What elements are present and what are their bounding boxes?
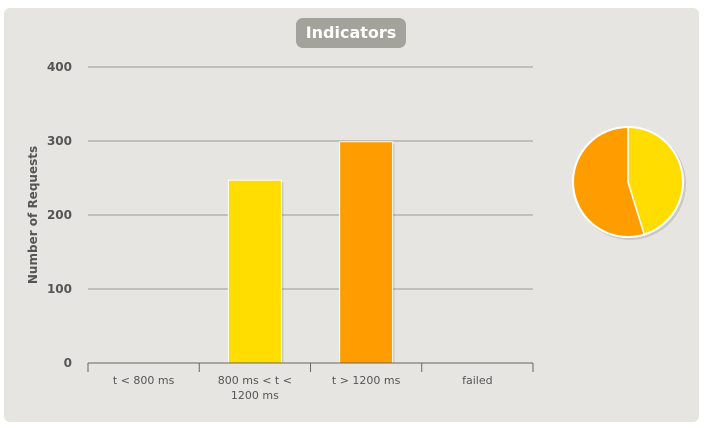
bar <box>227 179 282 364</box>
x-tick-label: 800 ms < t <1200 ms <box>218 374 292 402</box>
chart-title: Indicators <box>296 18 406 48</box>
y-tick-label: 400 <box>47 60 72 74</box>
x-axis <box>87 362 534 372</box>
x-tick-label: t < 800 ms <box>113 374 175 387</box>
x-tick-label: failed <box>462 374 492 387</box>
bar <box>339 141 394 364</box>
y-tick-label: 300 <box>47 134 72 148</box>
pie-outline <box>572 126 684 238</box>
y-axis-title: Number of Requests <box>26 146 40 284</box>
grid-lines <box>88 66 533 290</box>
y-tick-label: 100 <box>47 282 72 296</box>
y-axis-ticks: 0 100 200 300 400 <box>47 60 72 370</box>
bars <box>227 141 395 364</box>
y-tick-label: 0 <box>64 356 72 370</box>
x-tick-label: t > 1200 ms <box>332 374 401 387</box>
pie-chart <box>572 126 686 240</box>
x-axis-labels: t < 800 ms 800 ms < t <1200 ms t > 1200 ms… <box>113 374 493 402</box>
y-tick-label: 200 <box>47 208 72 222</box>
